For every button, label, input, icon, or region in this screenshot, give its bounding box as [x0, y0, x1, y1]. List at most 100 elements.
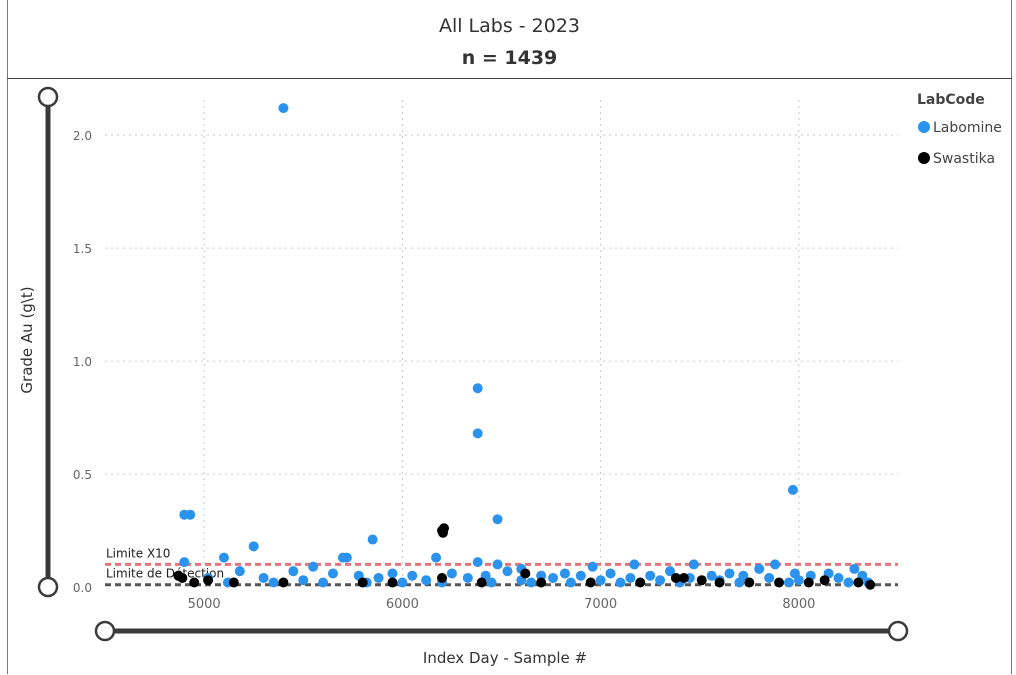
- data-point-labomine: [185, 509, 196, 520]
- data-point-labomine: [793, 575, 804, 586]
- data-point-labomine: [373, 572, 384, 583]
- data-point-swastika: [536, 577, 547, 588]
- data-point-labomine: [367, 534, 378, 545]
- y-tick-label: 2.0: [73, 129, 92, 143]
- data-point-labomine: [462, 572, 473, 583]
- data-point-labomine: [688, 559, 699, 570]
- data-point-labomine: [843, 577, 854, 588]
- data-point-labomine: [268, 577, 279, 588]
- data-point-labomine: [615, 577, 626, 588]
- legend: LabCode Labomine Swastika: [917, 92, 1002, 167]
- y-range-slider-min-handle[interactable]: [37, 576, 59, 598]
- data-point-swastika: [678, 572, 689, 583]
- data-point-swastika: [865, 579, 876, 590]
- y-tick-label: 0.5: [73, 468, 92, 482]
- data-point-labomine: [472, 557, 483, 568]
- data-point-swastika: [438, 527, 449, 538]
- data-point-swastika: [177, 572, 188, 583]
- x-tick-label: 5000: [188, 597, 221, 612]
- data-point-labomine: [472, 383, 483, 394]
- data-point-labomine: [734, 577, 745, 588]
- series-swastika: [173, 523, 876, 590]
- legend-title: LabCode: [917, 92, 985, 108]
- x-range-slider-min-handle[interactable]: [94, 620, 116, 642]
- data-point-labomine: [629, 559, 640, 570]
- detection-limit-label: Limite de Détection: [106, 567, 224, 581]
- data-point-swastika: [585, 577, 596, 588]
- data-point-labomine: [625, 572, 636, 583]
- data-point-labomine: [770, 559, 781, 570]
- chart-header: All Labs - 2023 n = 1439: [7, 0, 1012, 79]
- visual-frame: [7, 0, 1012, 674]
- data-point-labomine: [754, 563, 765, 574]
- data-point-labomine: [665, 566, 676, 577]
- grid: [105, 100, 898, 587]
- data-point-swastika: [635, 577, 646, 588]
- y-axis-title: Grade Au (g\t): [18, 286, 36, 393]
- data-point-labomine: [655, 575, 666, 586]
- data-point-labomine: [218, 552, 229, 563]
- data-point-labomine: [575, 570, 586, 581]
- data-point-swastika: [774, 577, 785, 588]
- data-point-labomine: [258, 572, 269, 583]
- data-point-labomine: [645, 570, 656, 581]
- data-point-swastika: [203, 575, 214, 586]
- data-point-labomine: [179, 557, 190, 568]
- data-point-labomine: [548, 572, 559, 583]
- data-point-labomine: [559, 568, 570, 579]
- data-point-labomine: [587, 561, 598, 572]
- data-point-labomine: [706, 570, 717, 581]
- data-point-swastika: [278, 577, 289, 588]
- data-point-labomine: [421, 575, 432, 586]
- data-point-swastika: [744, 577, 755, 588]
- data-point-labomine: [278, 103, 289, 114]
- y-tick-label: 0.0: [73, 581, 92, 595]
- x-range-slider-max-handle[interactable]: [887, 620, 909, 642]
- legend-item-swastika[interactable]: Swastika: [933, 151, 995, 167]
- data-point-labomine: [397, 577, 408, 588]
- axes: 0.0 0.5 1.0 1.5 2.0 5000 6000 7000 8000 Index Day…: [18, 129, 815, 667]
- y-tick-label: 1.0: [73, 355, 92, 369]
- data-point-labomine: [327, 568, 338, 579]
- data-point-labomine: [764, 572, 775, 583]
- legend-marker-swastika: [918, 152, 930, 164]
- data-point-labomine: [486, 577, 497, 588]
- data-point-labomine: [595, 575, 606, 586]
- data-point-labomine: [308, 561, 319, 572]
- data-point-labomine: [288, 566, 299, 577]
- range-sliders[interactable]: [37, 86, 909, 642]
- data-point-swastika: [476, 577, 487, 588]
- data-point-swastika: [357, 577, 368, 588]
- data-point-labomine: [234, 566, 245, 577]
- limit-x10-label: Limite X10: [106, 546, 170, 560]
- series-labomine: [179, 103, 874, 588]
- data-point-labomine: [318, 577, 329, 588]
- data-point-labomine: [526, 577, 537, 588]
- data-point-labomine: [724, 568, 735, 579]
- data-point-swastika: [803, 577, 814, 588]
- data-point-swastika: [853, 577, 864, 588]
- data-point-labomine: [431, 552, 442, 563]
- x-axis-title: Index Day - Sample #: [423, 649, 587, 667]
- data-point-labomine: [472, 428, 483, 439]
- data-point-labomine: [605, 568, 616, 579]
- data-point-swastika: [437, 572, 448, 583]
- legend-item-labomine[interactable]: Labomine: [933, 120, 1002, 136]
- data-point-labomine: [502, 566, 513, 577]
- legend-marker-labomine: [918, 121, 930, 133]
- data-point-swastika: [670, 572, 681, 583]
- data-point-labomine: [492, 559, 503, 570]
- data-point-swastika: [520, 568, 531, 579]
- data-point-labomine: [849, 563, 860, 574]
- data-point-labomine: [787, 484, 798, 495]
- chart-title: All Labs - 2023: [438, 15, 581, 37]
- data-point-labomine: [387, 568, 398, 579]
- x-tick-label: 7000: [584, 597, 617, 612]
- data-point-swastika: [189, 577, 200, 588]
- data-point-swastika: [387, 577, 398, 588]
- y-range-slider-max-handle[interactable]: [37, 86, 59, 108]
- data-point-swastika: [228, 577, 239, 588]
- x-tick-label: 8000: [782, 597, 815, 612]
- data-points: [173, 103, 876, 590]
